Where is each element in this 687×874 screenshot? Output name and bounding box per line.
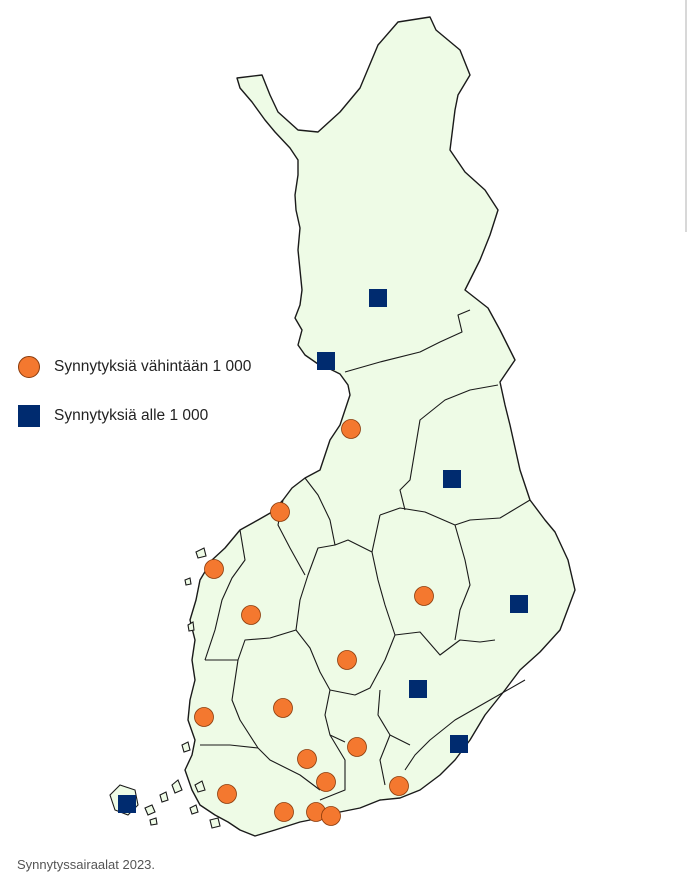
legend-label-small: Synnytyksiä alle 1 000	[54, 407, 209, 424]
hospital-marker-small	[118, 795, 136, 813]
hospital-marker-large	[217, 784, 237, 804]
hospital-marker-small	[443, 470, 461, 488]
orange-circle-icon	[18, 356, 40, 378]
finland-outline	[184, 16, 576, 837]
hospital-marker-small	[317, 352, 335, 370]
navy-square-icon	[18, 405, 40, 427]
scrollbar[interactable]	[685, 0, 687, 232]
legend-label-large: Synnytyksiä vähintään 1 000	[54, 358, 252, 375]
legend-item-large: Synnytyksiä vähintään 1 000	[18, 356, 251, 378]
hospital-marker-large	[204, 559, 224, 579]
hospital-marker-large	[297, 749, 317, 769]
hospital-marker-large	[347, 737, 367, 757]
hospital-marker-large	[274, 802, 294, 822]
hospital-marker-large	[321, 806, 341, 826]
hospital-marker-small	[510, 595, 528, 613]
hospital-marker-large	[337, 650, 357, 670]
legend-item-small: Synnytyksiä alle 1 000	[18, 405, 208, 427]
hospital-marker-small	[450, 735, 468, 753]
hospital-marker-small	[369, 289, 387, 307]
region-borders	[200, 309, 531, 801]
hospital-marker-small	[409, 680, 427, 698]
hospital-marker-large	[270, 502, 290, 522]
hospital-marker-large	[241, 605, 261, 625]
map-caption: Synnytyssairaalat 2023.	[17, 857, 156, 872]
hospital-marker-large	[389, 776, 409, 796]
hospital-marker-large	[341, 419, 361, 439]
hospital-marker-large	[194, 707, 214, 727]
hospital-marker-large	[316, 772, 336, 792]
hospital-marker-large	[414, 586, 434, 606]
hospital-marker-large	[273, 698, 293, 718]
